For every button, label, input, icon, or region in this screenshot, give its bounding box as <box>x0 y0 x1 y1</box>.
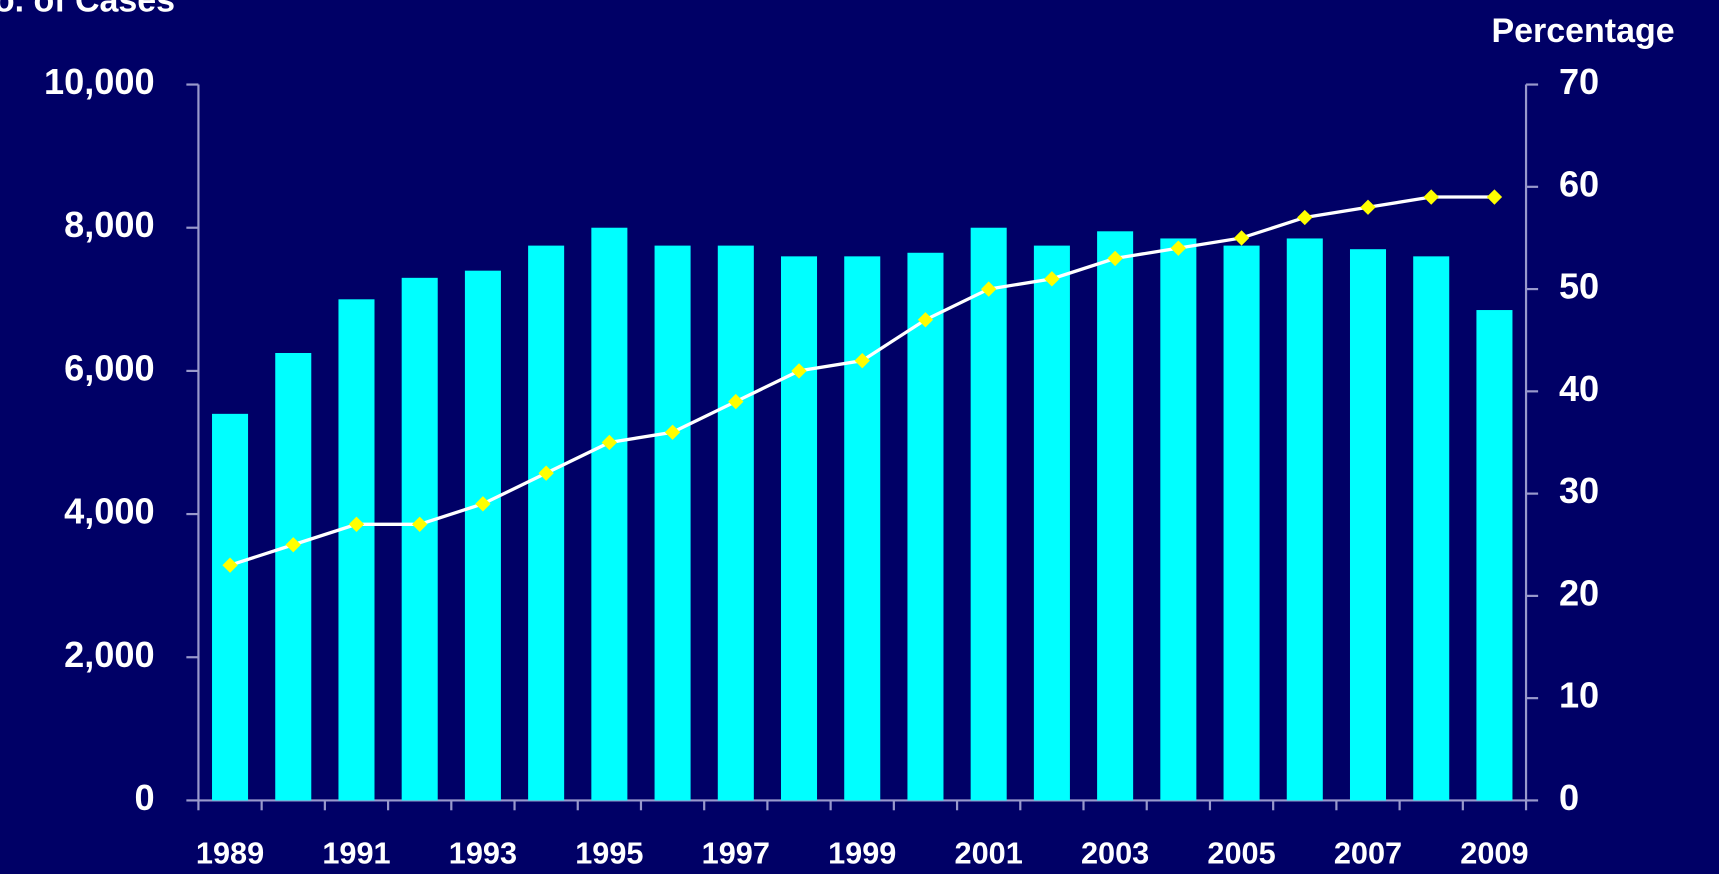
bar <box>1160 238 1197 801</box>
marker <box>854 352 870 369</box>
marker <box>348 516 365 532</box>
y2-tick-label: 40 <box>1559 368 1599 409</box>
bar <box>844 256 881 801</box>
y2-tick-label: 10 <box>1559 675 1599 716</box>
bar <box>1033 245 1070 801</box>
bar <box>275 352 312 801</box>
x-tick-label: 1993 <box>449 835 517 870</box>
y2-tick-label: 30 <box>1559 470 1599 511</box>
y-tick-label: 6,000 <box>64 347 154 388</box>
x-tick-label: 2005 <box>1207 835 1275 870</box>
y-tick-label: 10,000 <box>44 61 155 102</box>
x-tick-label: 1989 <box>196 835 264 870</box>
bar <box>907 252 944 801</box>
y2-axis-title: Percentage <box>1491 12 1674 50</box>
y-tick-label: 4,000 <box>64 491 154 532</box>
x-tick-label: 2009 <box>1460 835 1528 870</box>
bar <box>528 245 565 801</box>
x-tick-label: 1999 <box>828 835 896 870</box>
x-tick-label: 1991 <box>322 835 390 870</box>
marker <box>917 312 934 328</box>
bar <box>1413 256 1450 801</box>
marker <box>538 465 554 481</box>
y2-tick-label: 20 <box>1559 572 1599 613</box>
marker <box>1486 189 1503 205</box>
bar <box>1349 249 1387 801</box>
bar <box>591 227 628 801</box>
marker <box>1297 209 1313 226</box>
marker <box>1360 199 1376 215</box>
x-tick-label: 1995 <box>575 835 643 870</box>
bar <box>338 299 375 801</box>
y-axis-title: No. of Cases <box>0 0 175 19</box>
bar <box>654 245 691 801</box>
marker <box>1233 230 1250 246</box>
marker <box>601 434 618 451</box>
y2-tick-label: 0 <box>1559 777 1579 818</box>
x-tick-label: 2003 <box>1081 835 1149 870</box>
bar <box>970 227 1007 801</box>
marker <box>664 424 681 440</box>
marker <box>222 557 238 573</box>
bar <box>401 277 438 801</box>
marker <box>1170 240 1187 256</box>
y2-tick-label: 70 <box>1559 61 1599 102</box>
marker <box>1107 250 1123 267</box>
y2-tick-label: 60 <box>1559 163 1599 204</box>
bar <box>212 413 249 801</box>
marker <box>791 363 807 379</box>
bar <box>1097 231 1134 801</box>
bar <box>1286 238 1323 801</box>
bar <box>464 270 501 801</box>
x-tick-label: 2001 <box>955 835 1023 870</box>
bar <box>717 245 754 801</box>
bar <box>1223 245 1260 801</box>
marker <box>475 496 491 512</box>
y-tick-label: 0 <box>134 777 154 818</box>
x-tick-label: 2007 <box>1334 835 1402 870</box>
y-tick-label: 8,000 <box>64 204 154 245</box>
bar <box>781 256 818 801</box>
y-tick-label: 2,000 <box>64 634 154 675</box>
bar <box>1476 310 1513 801</box>
x-tick-label: 1997 <box>702 835 770 870</box>
y2-tick-label: 50 <box>1559 266 1599 307</box>
